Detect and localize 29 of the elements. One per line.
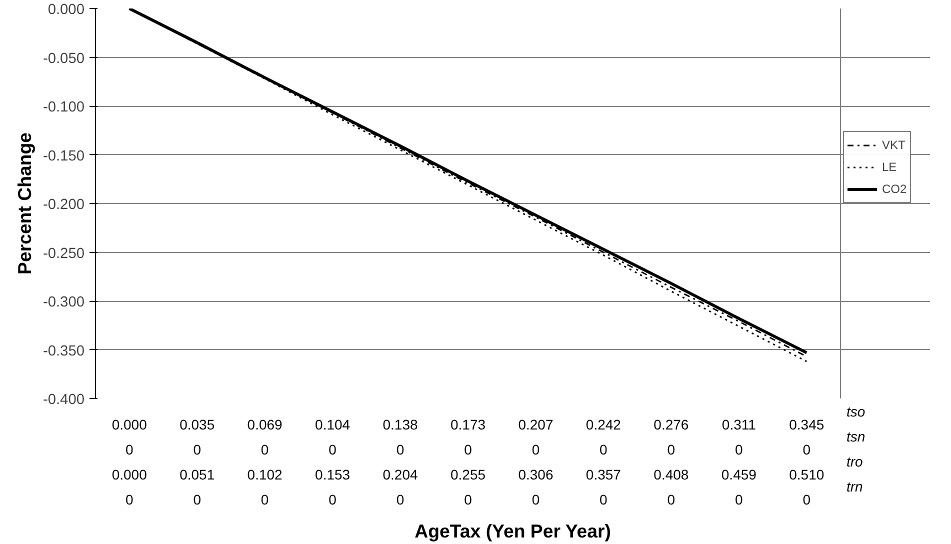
x-tick-label: 0.207 0 0.306 0 [518, 416, 554, 508]
y-tick-label: -0.150 [42, 148, 85, 164]
text: tso [846, 404, 866, 420]
x-tick-label: 0.173 0 0.255 0 [450, 416, 486, 508]
x-tick-label: 0.276 0 0.408 0 [654, 416, 689, 508]
text: tro [846, 454, 864, 470]
y-tick-label: -0.250 [42, 246, 85, 262]
y-tick-label: -0.400 [42, 392, 85, 408]
legend-label: CO2 [882, 182, 907, 196]
y-axis-title: Percent Change [14, 132, 35, 275]
legend-label: LE [882, 160, 898, 174]
y-tick-label: -0.300 [42, 294, 85, 310]
x-tick-label: 0.000 0 0.000 0 [112, 416, 148, 508]
y-tick-label: -0.050 [42, 50, 85, 67]
x-axis-title: AgeTax (Yen Per Year) [414, 520, 612, 542]
y-tick-label: -0.200 [42, 197, 85, 213]
text: trn [846, 478, 864, 494]
y-tick-label: 0.000 [48, 2, 85, 18]
x-tick-label: 0.242 0 0.357 0 [586, 416, 622, 508]
x-tick-label: 0.069 0 0.102 0 [247, 416, 283, 508]
x-tick-label: 0.035 0 0.051 0 [180, 416, 215, 508]
x-tick-label: 0.138 0 0.204 0 [382, 416, 418, 508]
text: tsn [846, 428, 866, 444]
y-tick-label: -0.100 [42, 100, 85, 116]
y-tick-label: -0.350 [42, 343, 85, 360]
x-tick-label: 0.311 0 0.459 0 [721, 416, 757, 508]
x-tick-label: 0.104 0 0.153 0 [315, 416, 350, 508]
x-tick-label: 0.345 0 0.510 0 [789, 416, 824, 508]
legend-label: VKT [882, 138, 906, 152]
